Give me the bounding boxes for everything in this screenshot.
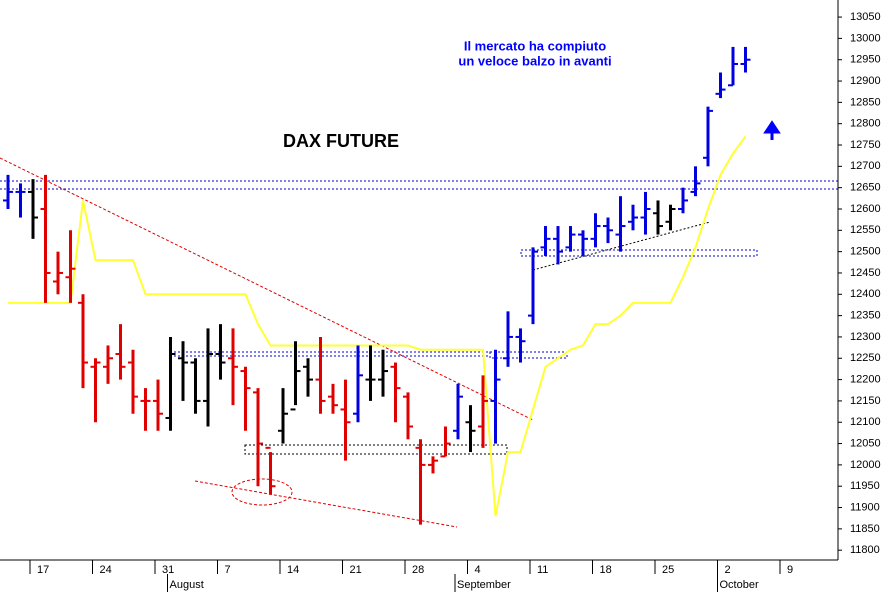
y-tick-label: 13050	[850, 11, 881, 23]
y-tick-label: 12300	[850, 331, 881, 343]
y-tick-label: 12700	[850, 160, 881, 172]
y-tick-label: 12850	[850, 96, 881, 108]
drawing-overlays	[0, 120, 838, 528]
annotation: un veloce balzo in avanti	[458, 53, 611, 68]
y-tick-label: 13000	[850, 32, 881, 44]
y-tick-label: 12750	[850, 139, 881, 151]
x-tick-label: 18	[600, 564, 612, 576]
y-tick-label: 12350	[850, 310, 881, 322]
up-arrow	[763, 120, 781, 140]
y-tick-label: 12500	[850, 246, 881, 258]
x-tick-label: 7	[225, 564, 231, 576]
average-line	[8, 135, 747, 517]
y-tick-label: 12950	[850, 54, 881, 66]
y-tick-label: 11950	[850, 480, 880, 492]
annotation: Il mercato ha compiuto	[464, 38, 606, 53]
y-tick-label: 12900	[850, 75, 881, 87]
trend-line	[0, 157, 534, 421]
y-tick-label: 12200	[850, 373, 881, 385]
range-box	[244, 444, 508, 455]
trend-line	[532, 221, 711, 271]
month-label: September	[457, 579, 511, 591]
y-tick-label: 12450	[850, 267, 881, 279]
month-label: August	[170, 579, 204, 591]
x-tick-label: 14	[287, 564, 299, 576]
x-tick-label: 28	[412, 564, 424, 576]
support-box	[489, 351, 568, 359]
y-tick-label: 12150	[850, 395, 881, 407]
x-tick-label: 4	[475, 564, 481, 576]
x-tick-label: 9	[787, 564, 793, 576]
trend-line	[194, 480, 458, 528]
month-label: October	[720, 579, 759, 591]
x-tick-label: 17	[37, 564, 49, 576]
x-tick-label: 2	[725, 564, 731, 576]
y-tick-label: 11800	[850, 544, 880, 556]
x-tick-label: 24	[100, 564, 112, 576]
y-tick-label: 12800	[850, 118, 881, 130]
y-tick-label: 12000	[850, 459, 881, 471]
y-tick-label: 12100	[850, 416, 881, 428]
x-tick-label: 11	[537, 564, 548, 576]
y-tick-label: 12600	[850, 203, 881, 215]
y-tick-label: 11900	[850, 501, 880, 513]
chart-title: DAX FUTURE	[283, 131, 399, 151]
support-box	[520, 249, 758, 257]
x-tick-label: 25	[662, 564, 674, 576]
highlight-ellipse	[231, 478, 293, 506]
y-tick-label: 12050	[850, 437, 881, 449]
x-tick-label: 21	[350, 564, 362, 576]
x-tick-label: 31	[162, 564, 174, 576]
y-tick-label: 12400	[850, 288, 881, 300]
y-tick-label: 12250	[850, 352, 881, 364]
y-tick-label: 11850	[850, 523, 880, 535]
y-tick-label: 12550	[850, 224, 881, 236]
y-tick-label: 12650	[850, 182, 881, 194]
